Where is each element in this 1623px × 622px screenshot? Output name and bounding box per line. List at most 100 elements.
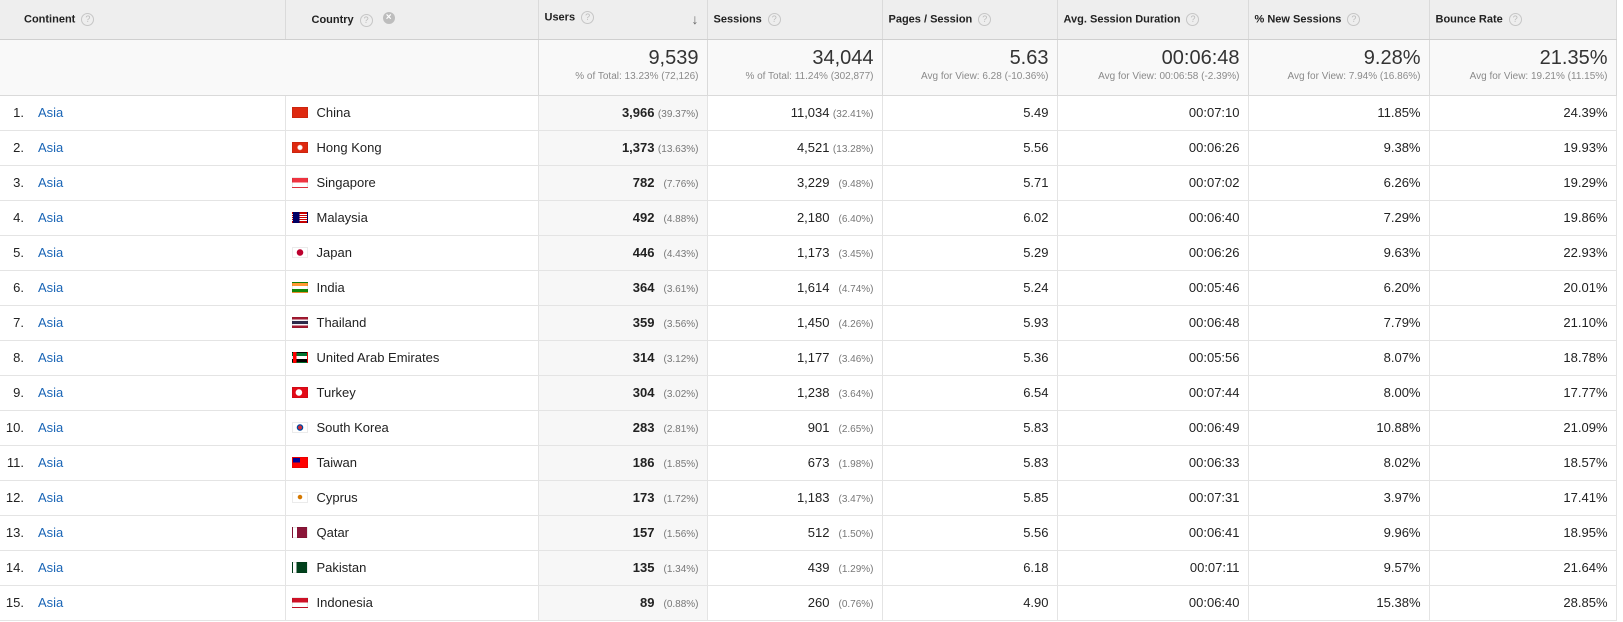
continent-link[interactable]: Asia <box>38 210 64 225</box>
column-header-sessions[interactable]: Sessions? <box>707 0 883 40</box>
bounce-rate-cell: 17.41% <box>1429 480 1617 516</box>
row-rank: 1. <box>13 105 24 120</box>
country-name[interactable]: United Arab Emirates <box>316 350 440 365</box>
bounce-rate-cell: 21.64% <box>1429 550 1617 586</box>
row-rank: 8. <box>13 350 24 365</box>
users-value: 314 <box>632 350 655 365</box>
bounce-rate-cell: 17.77% <box>1429 375 1617 411</box>
users-cell: 89 (0.88%) <box>538 585 708 621</box>
remove-dimension-icon[interactable]: × <box>382 11 395 24</box>
totals-value: 9,539 <box>648 46 699 69</box>
column-header-country[interactable]: Country? × <box>285 0 539 40</box>
row-rank: 6. <box>13 280 24 295</box>
country-cell: Singapore <box>285 165 539 201</box>
continent-link[interactable]: Asia <box>38 595 64 610</box>
country-cell: United Arab Emirates <box>285 340 539 376</box>
users-cell: 364 (3.61%) <box>538 270 708 306</box>
column-header-pages-per-session[interactable]: Pages / Session? <box>882 0 1058 40</box>
sessions-value: 1,177 <box>796 350 830 365</box>
bounce-rate-cell: 22.93% <box>1429 235 1617 271</box>
country-name[interactable]: India <box>316 280 345 295</box>
continent-link[interactable]: Asia <box>38 560 64 575</box>
continent-link[interactable]: Asia <box>38 280 64 295</box>
help-icon[interactable]: ? <box>1186 12 1200 26</box>
row-rank: 7. <box>13 315 24 330</box>
sessions-percent: (3.64%) <box>838 389 874 400</box>
help-icon[interactable]: ? <box>978 12 992 26</box>
pages-per-session-cell: 5.56 <box>882 515 1058 551</box>
totals-subtext: Avg for View: 6.28 (-10.36%) <box>921 70 1049 82</box>
flag-icon <box>291 422 308 433</box>
country-name[interactable]: Pakistan <box>316 560 367 575</box>
help-icon[interactable]: ? <box>767 12 781 26</box>
column-header-avg-session-duration[interactable]: Avg. Session Duration? <box>1057 0 1249 40</box>
users-percent: (1.85%) <box>663 459 699 470</box>
pages-per-session-cell: 5.83 <box>882 445 1058 481</box>
column-header-new-sessions[interactable]: % New Sessions? <box>1248 0 1430 40</box>
column-header-label: Avg. Session Duration <box>1063 13 1181 26</box>
sessions-percent: (1.29%) <box>838 564 874 575</box>
help-icon[interactable]: ? <box>359 13 373 27</box>
continent-cell: 10. Asia <box>0 410 286 446</box>
flag-icon <box>291 107 308 118</box>
totals-sessions: 34,044 % of Total: 11.24% (302,877) <box>707 39 883 96</box>
country-name[interactable]: Indonesia <box>316 595 373 610</box>
sessions-cell: 11,034 (32.41%) <box>707 95 883 131</box>
continent-link[interactable]: Asia <box>38 105 64 120</box>
users-cell: 492 (4.88%) <box>538 200 708 236</box>
sessions-percent: (2.65%) <box>838 424 874 435</box>
sessions-percent: (0.76%) <box>838 599 874 610</box>
column-header-continent[interactable]: Continent? <box>0 0 286 40</box>
continent-link[interactable]: Asia <box>38 420 64 435</box>
help-icon[interactable]: ? <box>81 12 95 26</box>
help-icon[interactable]: ? <box>1347 12 1361 26</box>
continent-link[interactable]: Asia <box>38 140 64 155</box>
country-name[interactable]: Singapore <box>316 175 376 190</box>
avg-duration-cell: 00:07:31 <box>1057 480 1249 516</box>
country-name[interactable]: Taiwan <box>316 455 357 470</box>
country-name[interactable]: Cyprus <box>316 490 358 505</box>
continent-link[interactable]: Asia <box>38 455 64 470</box>
column-header-label: Continent <box>24 13 76 26</box>
sessions-cell: 673 (1.98%) <box>707 445 883 481</box>
users-value: 135 <box>632 560 655 575</box>
help-icon[interactable]: ? <box>1508 12 1522 26</box>
users-percent: (1.34%) <box>663 564 699 575</box>
row-rank: 5. <box>13 245 24 260</box>
table-row: 14. Asia Pakistan 135 (1.34%) 439 (1.29%) 6… <box>0 550 1617 586</box>
totals-subtext: Avg for View: 7.94% (16.86%) <box>1287 70 1421 82</box>
sessions-value: 3,229 <box>796 175 830 190</box>
row-rank: 15. <box>5 595 24 610</box>
totals-subtext: % of Total: 13.23% (72,126) <box>575 70 699 82</box>
totals-pages-per-session: 5.63 Avg for View: 6.28 (-10.36%) <box>882 39 1058 96</box>
country-name[interactable]: Japan <box>316 245 352 260</box>
row-rank: 12. <box>5 490 24 505</box>
country-name[interactable]: Malaysia <box>316 210 368 225</box>
country-name[interactable]: Qatar <box>316 525 350 540</box>
continent-link[interactable]: Asia <box>38 490 64 505</box>
country-cell: China <box>285 95 539 131</box>
column-header-users[interactable]: Users? ↓ <box>538 0 708 40</box>
help-icon[interactable]: ? <box>581 11 595 25</box>
country-name[interactable]: Hong Kong <box>316 140 382 155</box>
country-cell: Taiwan <box>285 445 539 481</box>
country-name[interactable]: China <box>316 105 351 120</box>
pages-per-session-cell: 6.02 <box>882 200 1058 236</box>
continent-link[interactable]: Asia <box>38 315 64 330</box>
country-name[interactable]: South Korea <box>316 420 389 435</box>
totals-subtext: % of Total: 11.24% (302,877) <box>745 70 874 82</box>
column-header-bounce-rate[interactable]: Bounce Rate? <box>1429 0 1617 40</box>
country-name[interactable]: Thailand <box>316 315 367 330</box>
sort-descending-icon[interactable]: ↓ <box>691 11 699 28</box>
continent-link[interactable]: Asia <box>38 350 64 365</box>
continent-link[interactable]: Asia <box>38 385 64 400</box>
sessions-percent: (4.26%) <box>838 319 874 330</box>
continent-link[interactable]: Asia <box>38 245 64 260</box>
users-percent: (3.02%) <box>663 389 699 400</box>
continent-link[interactable]: Asia <box>38 525 64 540</box>
sessions-percent: (3.46%) <box>838 354 874 365</box>
continent-link[interactable]: Asia <box>38 175 64 190</box>
sessions-cell: 4,521 (13.28%) <box>707 130 883 166</box>
pages-per-session-cell: 5.24 <box>882 270 1058 306</box>
country-name[interactable]: Turkey <box>316 385 356 400</box>
